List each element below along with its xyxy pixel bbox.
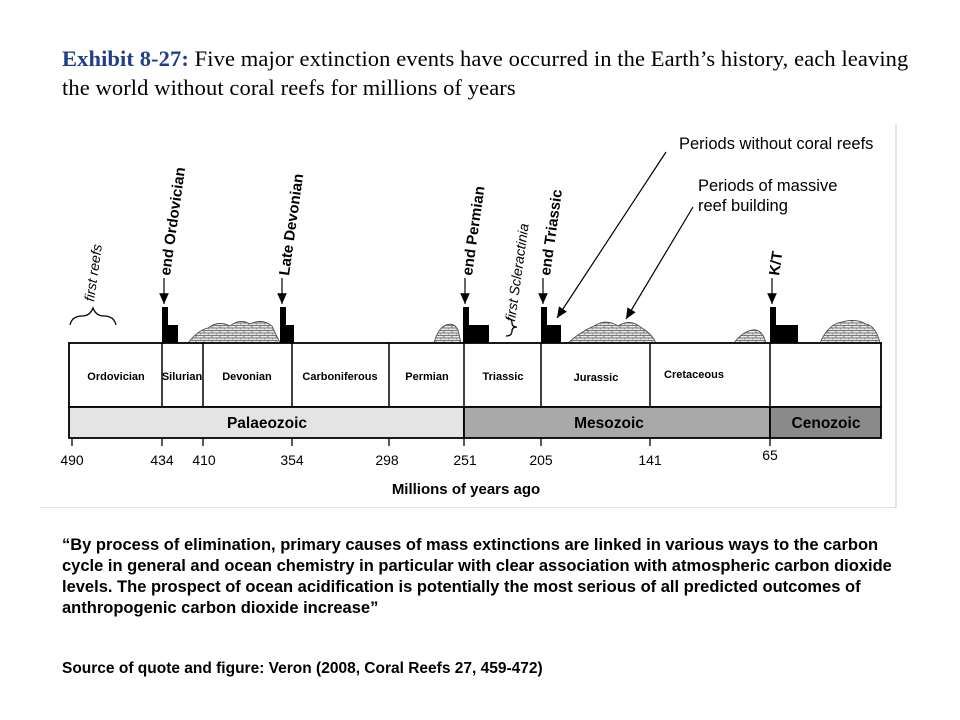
- source-citation: Source of quote and figure: Veron (2008,…: [62, 660, 543, 677]
- period-label-devonian: Devonian: [222, 371, 272, 383]
- era-label-palaeozoic: Palaeozoic: [227, 415, 307, 432]
- axis-tick-label: 205: [529, 452, 553, 468]
- axis-tick-label: 65: [762, 447, 778, 463]
- event-arrows: [159, 278, 777, 304]
- period-dividers: [161, 343, 771, 407]
- period-label-cretaceous: Cretaceous: [664, 369, 724, 381]
- era-palaeozoic: [68, 406, 465, 439]
- exhibit-title: Exhibit 8-27: Five major extinction even…: [62, 44, 922, 102]
- event-label-late-devonian: Late Devonian: [276, 173, 307, 277]
- exhibit-caption: Five major extinction events have occurr…: [62, 46, 909, 100]
- period-row: [68, 342, 882, 408]
- axis-tick-label: 251: [453, 452, 477, 468]
- era-label-cenozoic: Cenozoic: [792, 415, 861, 432]
- no-reef-blocks: [162, 307, 798, 343]
- reef-mound: [187, 321, 281, 344]
- era-label-mesozoic: Mesozoic: [574, 415, 644, 432]
- reef-mound: [566, 321, 657, 344]
- period-label-jurassic: Jurassic: [574, 372, 619, 384]
- legend-massive-reefs-line2: reef building: [698, 197, 788, 215]
- axis-tick-label: 490: [60, 452, 84, 468]
- axis-tick-label: 354: [280, 452, 304, 468]
- callout-arrow-reef-building: [625, 206, 694, 320]
- axis-ticks: [71, 438, 771, 446]
- reef-mound: [819, 320, 881, 344]
- brace-first-scleractinia: [505, 317, 518, 337]
- no-reef-block-end-triassic: [541, 307, 561, 343]
- reef-building-mounds: [187, 320, 881, 344]
- period-label-silurian: Silurian: [162, 371, 203, 383]
- era-cenozoic: [769, 406, 882, 439]
- period-label-permian: Permian: [405, 371, 449, 383]
- legend-massive-reefs: Periods of massive reef building: [698, 176, 837, 216]
- brace-first-reefs: [69, 306, 117, 326]
- reef-mound: [733, 329, 767, 344]
- extinction-timeline-figure: Ordovician Silurian Devonian Carbonifero…: [40, 124, 897, 508]
- axis-tick-label: 410: [192, 452, 216, 468]
- axis-title: Millions of years ago: [392, 481, 540, 498]
- period-label-triassic: Triassic: [483, 371, 524, 383]
- quote-text: “By process of elimination, primary caus…: [62, 536, 892, 617]
- legend-massive-reefs-line1: Periods of massive: [698, 177, 838, 195]
- annotation-first-scleractinia: first Scleractinia: [502, 222, 532, 322]
- no-reef-block-end-permian: [463, 307, 489, 343]
- period-label-carboniferous: Carboniferous: [302, 371, 377, 383]
- axis-tick-label: 141: [638, 452, 662, 468]
- period-label-ordovician: Ordovician: [87, 371, 145, 383]
- era-mesozoic: [463, 406, 771, 439]
- event-label-kt: K/T: [766, 250, 786, 276]
- axis-tick-label: 434: [150, 452, 174, 468]
- event-label-end-ordovician: end Ordovician: [157, 166, 189, 277]
- no-reef-block-late-devonian: [280, 307, 294, 343]
- no-reef-block-end-ordovician: [162, 307, 178, 343]
- exhibit-label: Exhibit 8-27:: [62, 46, 189, 71]
- legend-no-reefs: Periods without coral reefs: [679, 135, 874, 153]
- event-label-end-permian: end Permian: [459, 185, 488, 277]
- no-reef-block-kt: [770, 307, 798, 343]
- axis-tick-label: 298: [375, 452, 399, 468]
- event-label-end-triassic: end Triassic: [537, 188, 566, 276]
- callout-arrow-no-reefs: [556, 151, 667, 319]
- reef-mound: [433, 323, 462, 344]
- annotation-first-reefs: first reefs: [81, 243, 105, 302]
